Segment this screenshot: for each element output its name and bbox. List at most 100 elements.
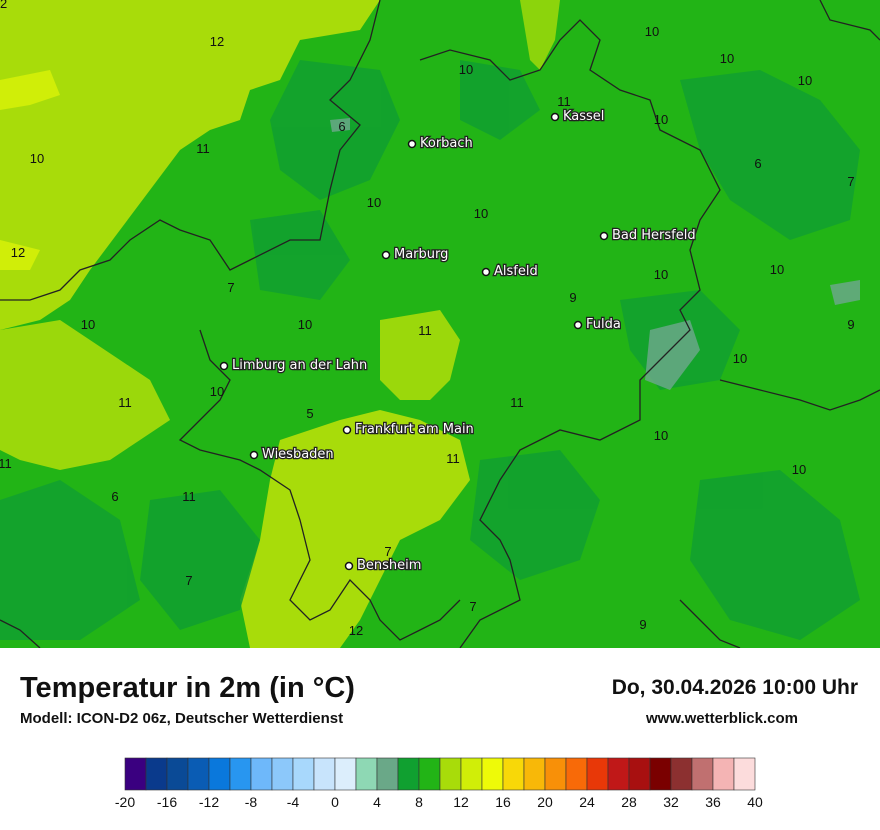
isotherm-value-label: 10 — [210, 384, 224, 399]
scale-swatch — [649, 757, 672, 791]
isotherm-value-label: 6 — [754, 156, 761, 171]
isotherm-value-label: 10 — [798, 73, 812, 88]
city-dot — [344, 561, 354, 571]
isotherm-value-label: 7 — [185, 573, 192, 588]
scale-tick-label: 28 — [621, 794, 637, 810]
scale-swatch — [460, 757, 483, 791]
city-label: Korbach — [420, 136, 473, 151]
temp-zone-11-east — [520, 0, 560, 70]
scale-swatch — [670, 757, 693, 791]
scale-swatch — [145, 757, 168, 791]
isotherm-value-label: 9 — [847, 317, 854, 332]
scale-tick-label: 24 — [579, 794, 595, 810]
isotherm-value-label: 10 — [654, 112, 668, 127]
scale-swatch — [124, 757, 147, 791]
city-marker-kassel: Kassel — [550, 108, 606, 125]
scale-tick-label: -8 — [245, 794, 258, 810]
isotherm-value-label: 10 — [298, 317, 312, 332]
scale-swatch — [628, 757, 651, 791]
scale-swatch — [586, 757, 609, 791]
scale-swatch — [166, 757, 189, 791]
temp-zone-12-south — [240, 410, 470, 648]
scale-swatch — [418, 757, 441, 791]
isotherm-value-label: 10 — [792, 462, 806, 477]
scale-tick-label: -20 — [115, 794, 135, 810]
scale-swatch — [712, 757, 735, 791]
city-dot — [573, 320, 583, 330]
city-dot — [249, 450, 259, 460]
isotherm-value-label: 12 — [349, 623, 363, 638]
isotherm-value-label: 12 — [210, 34, 224, 49]
isotherm-value-label: 6 — [338, 119, 345, 134]
temp-zone-yellow-2 — [0, 240, 40, 270]
temperature-map: 12 12 10 10 10 11 6 10 11 10 10 6 7 10 10 12 10 10 7 9 10 11 9… — [0, 0, 880, 648]
isotherm-value-label: 10 — [733, 351, 747, 366]
city-label: Kassel — [563, 109, 604, 124]
city-marker-bad-hersfeld: Bad Hersfeld — [599, 227, 697, 244]
city-label: Alsfeld — [494, 264, 538, 279]
footer: Temperatur in 2m (in °C) Modell: ICON-D2… — [0, 648, 880, 830]
map-title: Temperatur in 2m (in °C) — [20, 672, 355, 704]
scale-swatch — [334, 757, 357, 791]
temp-zone-11-west — [0, 320, 170, 470]
color-scale: -20 -16 -12 -8 -4 0 4 8 12 16 20 24 28 32 36 40 — [115, 757, 763, 810]
scale-swatch — [607, 757, 630, 791]
city-label: Wiesbaden — [262, 447, 334, 462]
isotherm-value-label: 10 — [770, 262, 784, 277]
city-label: Bensheim — [357, 558, 421, 573]
website-link[interactable]: www.wetterblick.com — [646, 710, 798, 727]
city-label: Limburg an der Lahn — [232, 358, 367, 373]
isotherm-value-label: 12 — [0, 0, 7, 11]
city-dot — [342, 425, 352, 435]
city-label: Frankfurt am Main — [355, 422, 474, 437]
isotherm-value-label: 11 — [182, 489, 196, 504]
scale-tick-label: -16 — [157, 794, 177, 810]
isotherm-value-label: 9 — [639, 617, 646, 632]
scale-swatch — [523, 757, 546, 791]
scale-tick-label: 4 — [373, 794, 381, 810]
scale-swatch — [481, 757, 504, 791]
scale-swatch — [208, 757, 231, 791]
scale-swatch — [439, 757, 462, 791]
scale-swatch — [376, 757, 399, 791]
scale-tick-label: 0 — [331, 794, 339, 810]
scale-tick-label: -12 — [199, 794, 219, 810]
scale-swatch — [271, 757, 294, 791]
city-dot — [219, 361, 229, 371]
city-marker-alsfeld: Alsfeld — [481, 263, 539, 280]
scale-swatch — [229, 757, 252, 791]
scale-tick-label: 12 — [453, 794, 469, 810]
isotherm-value-label: 11 — [0, 456, 12, 471]
city-dot — [550, 112, 560, 122]
temp-zone-yellow — [0, 70, 60, 110]
isotherm-value-label: 11 — [118, 395, 132, 410]
isotherm-value-label: 12 — [11, 245, 25, 260]
city-marker-korbach: Korbach — [407, 135, 474, 152]
city-marker-marburg: Marburg — [381, 246, 450, 263]
isotherm-value-label: 11 — [418, 323, 432, 338]
scale-swatch — [544, 757, 567, 791]
scale-swatch — [502, 757, 525, 791]
temp-zone-11-central — [380, 310, 460, 400]
isotherm-value-label: 6 — [111, 489, 118, 504]
isotherm-value-label: 10 — [645, 24, 659, 39]
isotherm-value-label: 7 — [847, 174, 854, 189]
scale-swatch — [250, 757, 273, 791]
city-dot — [381, 250, 391, 260]
isotherm-value-label: 10 — [654, 428, 668, 443]
city-marker-limburg-an-der-lahn: Limburg an der Lahn — [219, 357, 369, 374]
scale-swatch — [397, 757, 420, 791]
city-marker-frankfurt-am-main: Frankfurt am Main — [342, 421, 475, 438]
scale-tick-label: 40 — [747, 794, 763, 810]
scale-swatch — [292, 757, 315, 791]
city-label: Fulda — [586, 317, 621, 332]
isotherm-value-label: 10 — [654, 267, 668, 282]
city-dot — [599, 231, 609, 241]
scale-swatch — [733, 757, 756, 791]
isotherm-value-label: 10 — [81, 317, 95, 332]
scale-tick-label: -4 — [287, 794, 300, 810]
forecast-datetime: Do, 30.04.2026 10:00 Uhr — [611, 676, 858, 699]
city-marker-fulda: Fulda — [573, 316, 622, 333]
isotherm-value-label: 11 — [196, 141, 210, 156]
isotherm-value-label: 7 — [469, 599, 476, 614]
